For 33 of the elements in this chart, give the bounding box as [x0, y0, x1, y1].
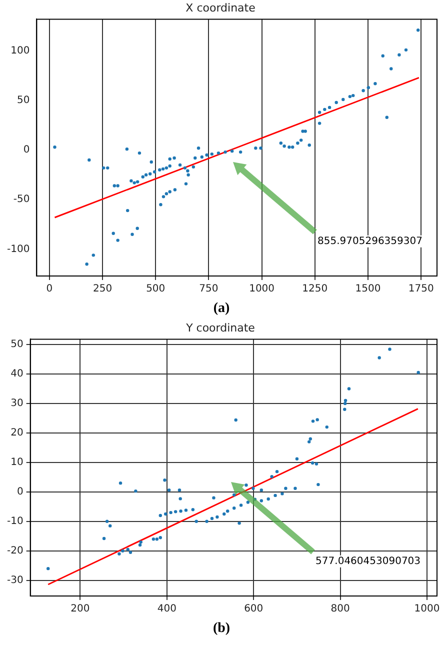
y-tick-label: 40 [10, 368, 24, 380]
x-tick-label: 1750 [408, 284, 434, 295]
x-tick-label: 1500 [355, 284, 381, 295]
x-tick-label: 400 [157, 604, 176, 615]
chart-title: X coordinate [186, 1, 256, 14]
x-tick-label: 600 [244, 604, 264, 615]
x-tick-label: 250 [92, 284, 112, 295]
y-tick-label: 0 [23, 144, 30, 156]
x-tick-label: 800 [330, 604, 350, 615]
chart-title: Y coordinate [185, 321, 256, 334]
x-tick-label: 1000 [414, 604, 440, 615]
text: (b) [212, 620, 232, 638]
y-tick-label: 0 [16, 486, 24, 498]
y-tick-label: 50 [10, 339, 24, 350]
y-tick-label: 10 [10, 457, 24, 468]
annotation: 855.9705296359307 [318, 236, 422, 247]
y-tick-label: -100 [6, 244, 30, 255]
x-tick-label: 1250 [302, 284, 328, 295]
annotation: 577.0460453090703 [316, 556, 421, 567]
y-tick-label: 100 [10, 46, 30, 57]
text: (a) [212, 300, 231, 318]
y-tick-label: -50 [13, 194, 30, 206]
y-tick-label: 50 [16, 95, 30, 106]
y-tick-label: -10 [6, 516, 24, 527]
x-tick-label: 500 [146, 284, 166, 295]
x-tick-label: 200 [70, 604, 90, 615]
y-tick-label: -20 [6, 545, 24, 556]
y-tick-label: -30 [6, 574, 24, 586]
y-tick-label: 20 [10, 428, 24, 439]
y-tick-label: 30 [10, 398, 24, 410]
x-tick-label: 1000 [249, 284, 275, 295]
x-tick-label: 0 [46, 284, 53, 295]
x-tick-label: 750 [199, 284, 218, 295]
